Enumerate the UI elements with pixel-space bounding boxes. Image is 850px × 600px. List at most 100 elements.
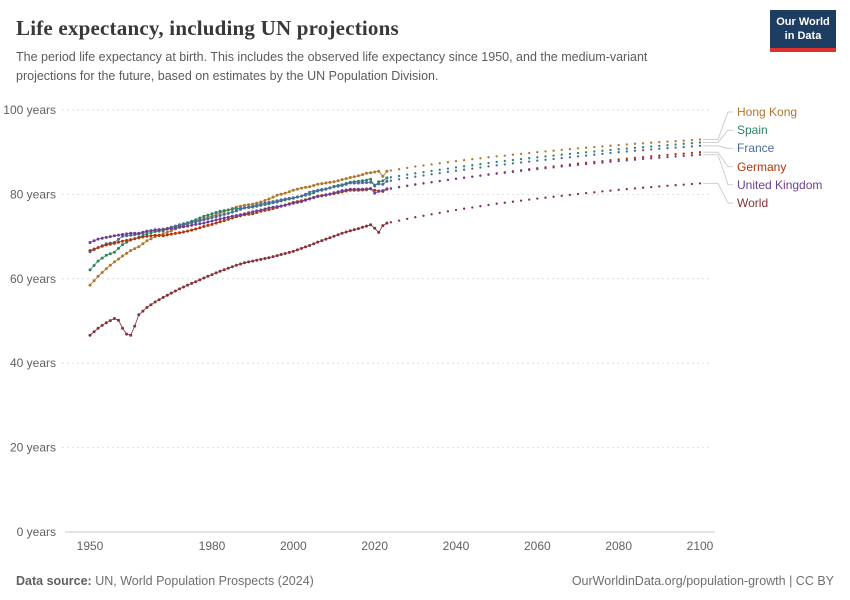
legend-item-united-kingdom[interactable]: United Kingdom bbox=[737, 177, 823, 192]
series-dot bbox=[348, 181, 352, 185]
series-dot bbox=[344, 182, 348, 186]
y-tick-label: 60 years bbox=[10, 272, 56, 286]
series-dot bbox=[340, 189, 344, 193]
series-dot bbox=[259, 208, 263, 212]
series-dot-projected bbox=[503, 171, 506, 174]
series-dot-projected bbox=[462, 168, 466, 171]
series-dot bbox=[210, 212, 214, 216]
owid-logo[interactable]: Our World in Data bbox=[770, 10, 836, 52]
series-dot-projected bbox=[650, 148, 653, 151]
series-dot-projected bbox=[430, 180, 433, 184]
series-dot bbox=[178, 231, 181, 235]
series-dot bbox=[173, 226, 177, 230]
series-dot-projected bbox=[633, 156, 637, 160]
series-dot-projected bbox=[698, 141, 702, 144]
series-dot bbox=[308, 190, 312, 194]
series-dot-projected bbox=[536, 156, 539, 159]
series-dot-projected bbox=[682, 154, 685, 158]
owid-url-link[interactable]: OurWorldinData.org/population-growth | C… bbox=[571, 574, 834, 588]
series-dot bbox=[190, 281, 194, 285]
series-dot bbox=[312, 189, 316, 193]
series-dot bbox=[100, 271, 104, 274]
series-dot-projected bbox=[389, 187, 393, 190]
series-dot bbox=[186, 283, 190, 287]
series-dot-projected bbox=[397, 185, 401, 189]
series-dot bbox=[198, 222, 202, 226]
series-dot bbox=[96, 246, 100, 250]
series-dot bbox=[283, 252, 287, 255]
series-dot-projected bbox=[690, 138, 694, 142]
series-dot bbox=[161, 295, 165, 299]
series-dot bbox=[226, 208, 230, 212]
series-dot bbox=[295, 200, 299, 204]
series-dot bbox=[304, 198, 307, 202]
series-dot bbox=[92, 264, 96, 267]
legend-item-germany[interactable]: Germany bbox=[737, 159, 787, 174]
series-dot bbox=[121, 326, 124, 330]
series-dot bbox=[369, 187, 373, 190]
x-tick-label: 2080 bbox=[605, 539, 632, 553]
series-dot bbox=[373, 170, 377, 174]
series-dot-projected bbox=[568, 152, 572, 156]
series-dot bbox=[173, 231, 177, 235]
series-dot bbox=[243, 261, 246, 265]
series-dot bbox=[271, 195, 275, 199]
series-dot-projected bbox=[593, 191, 596, 194]
series-dot bbox=[271, 255, 275, 259]
series-dot bbox=[222, 219, 226, 223]
legend-item-spain[interactable]: Spain bbox=[737, 123, 768, 138]
series-dot-projected bbox=[536, 151, 539, 154]
series-dot-projected bbox=[462, 165, 466, 168]
series-dot bbox=[112, 241, 116, 245]
series-dot bbox=[161, 227, 165, 231]
series-dot bbox=[198, 226, 202, 230]
series-dot bbox=[340, 178, 344, 182]
chart-subtitle: The period life expectancy at birth. Thi… bbox=[16, 50, 648, 83]
series-dot-projected bbox=[536, 159, 539, 162]
series-dot bbox=[352, 181, 356, 185]
series-dot bbox=[206, 217, 210, 221]
series-dot-projected bbox=[414, 183, 417, 186]
legend-item-france[interactable]: France bbox=[737, 141, 775, 156]
series-dot-projected bbox=[454, 166, 458, 169]
series-dot bbox=[234, 214, 238, 217]
series-dot-projected bbox=[422, 170, 425, 174]
series-line-observed bbox=[89, 170, 388, 286]
series-dot-projected bbox=[641, 142, 645, 145]
series-dot-projected bbox=[674, 139, 677, 143]
series-dot bbox=[352, 175, 356, 179]
series-dot bbox=[340, 184, 344, 187]
series-dot-projected bbox=[422, 182, 425, 185]
series-dot-projected bbox=[584, 151, 588, 154]
series-dot-projected bbox=[560, 156, 563, 160]
series-dot-projected bbox=[633, 187, 637, 190]
series-dot-projected bbox=[503, 163, 506, 166]
series-dot-projected bbox=[528, 168, 531, 172]
series-dot bbox=[365, 224, 368, 228]
series-dot bbox=[361, 187, 364, 191]
label-connector bbox=[703, 145, 733, 149]
series-dot bbox=[287, 250, 291, 254]
legend-item-hong-kong[interactable]: Hong Kong bbox=[737, 105, 798, 119]
series-dot-projected bbox=[698, 182, 702, 185]
series-dot-projected bbox=[406, 184, 409, 187]
y-tick-label: 100 years bbox=[3, 103, 56, 117]
series-dot-projected bbox=[666, 147, 669, 150]
series-dot-projected bbox=[609, 148, 612, 152]
series-dot-projected bbox=[650, 157, 653, 160]
series-dot-projected bbox=[641, 146, 645, 149]
series-dot bbox=[169, 227, 173, 231]
series-dot-projected bbox=[650, 155, 653, 158]
series-dot bbox=[332, 180, 336, 184]
legend-item-world[interactable]: World bbox=[737, 196, 769, 210]
series-dot bbox=[304, 185, 307, 189]
series-dot bbox=[145, 232, 149, 236]
series-dot bbox=[108, 242, 112, 246]
series-dot-projected bbox=[641, 149, 645, 152]
series-dot-projected bbox=[682, 145, 685, 149]
series-dot-projected bbox=[552, 195, 555, 198]
series-dot-projected bbox=[609, 151, 612, 155]
series-dot bbox=[344, 230, 348, 234]
series-dot bbox=[202, 218, 206, 222]
